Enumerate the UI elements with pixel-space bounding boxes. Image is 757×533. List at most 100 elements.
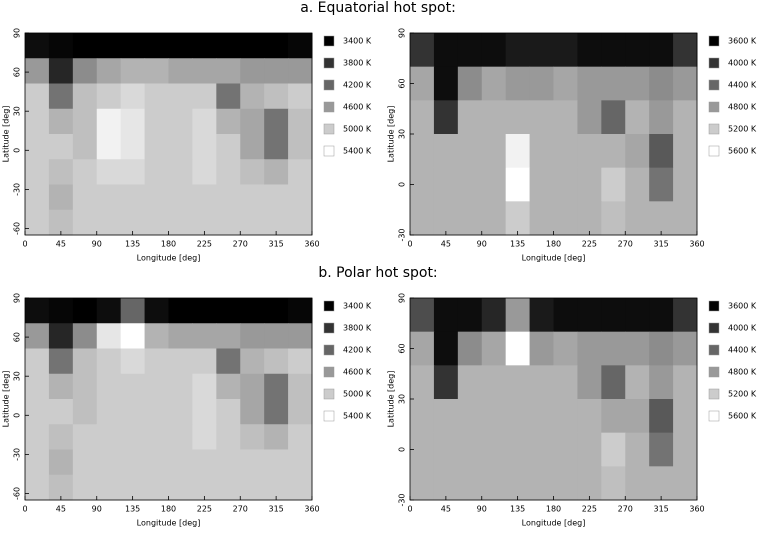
heatmap-cell xyxy=(96,33,122,59)
heatmap-cell xyxy=(410,167,435,202)
heatmap-cell xyxy=(529,432,554,467)
heatmap-cell xyxy=(553,432,578,467)
heatmap-cell xyxy=(192,159,217,185)
heatmap-cell xyxy=(481,399,507,434)
heatmap-cell xyxy=(72,58,98,84)
heatmap-cell xyxy=(264,399,289,425)
heatmap-cell xyxy=(25,449,50,476)
heatmap-cell xyxy=(529,365,554,400)
heatmap-cell xyxy=(505,33,531,68)
heatmap-cell xyxy=(192,58,217,84)
heatmap-cell xyxy=(410,331,435,366)
x-tick-label: 90 xyxy=(477,505,487,514)
y-tick-label: 90 xyxy=(13,293,22,303)
heatmap-cell xyxy=(168,108,193,135)
heatmap-cell xyxy=(433,331,459,366)
heatmap-cell xyxy=(120,298,146,324)
heatmap-cell xyxy=(673,66,698,101)
heatmap-cell xyxy=(649,331,674,366)
colorbar-label: 5000 K xyxy=(343,390,372,399)
heatmap-cell xyxy=(481,66,507,101)
heatmap-cell xyxy=(48,298,74,324)
heatmap-cell xyxy=(288,134,313,160)
heatmap-cell xyxy=(72,108,98,135)
y-tick-label: 60 xyxy=(398,78,407,88)
x-tick-label: 360 xyxy=(689,505,704,514)
heatmap-cell xyxy=(144,373,169,400)
heatmap-cell xyxy=(96,323,122,349)
heatmap-cell xyxy=(168,83,193,110)
heatmap-cell xyxy=(529,331,554,366)
heatmap-cell xyxy=(120,184,146,211)
heatmap-cell xyxy=(410,432,435,467)
heatmap-cell xyxy=(505,134,531,169)
colorbar-label: 3800 K xyxy=(343,324,372,333)
heatmap-cell xyxy=(144,159,169,185)
colorbar-label: 4800 K xyxy=(728,103,757,112)
heatmap-cell xyxy=(240,474,265,501)
heatmap-cell xyxy=(144,323,169,349)
heatmap-cell xyxy=(144,33,169,59)
heatmap-cell xyxy=(673,100,698,135)
heatmap-cell xyxy=(168,184,193,211)
heatmap-cell xyxy=(120,323,146,349)
heatmap-cell xyxy=(457,331,483,366)
heatmap-cell xyxy=(577,134,602,169)
heatmap-cell xyxy=(144,449,169,476)
heatmap-cell xyxy=(505,167,531,202)
heatmap-cell xyxy=(192,449,217,476)
heatmap-cell xyxy=(216,83,241,110)
heatmap-cell xyxy=(288,474,313,501)
heatmap-cell xyxy=(72,298,98,324)
heatmap-cell xyxy=(264,298,289,324)
heatmap-cell xyxy=(673,432,698,467)
x-tick-label: 225 xyxy=(582,240,597,249)
heatmap-cell xyxy=(192,323,217,349)
heatmap-cell xyxy=(192,373,217,400)
y-axis-label: Latitude [deg] xyxy=(387,106,396,163)
heatmap-cell xyxy=(96,298,122,324)
heatmap-cell xyxy=(529,100,554,135)
colorbar-label: 4800 K xyxy=(728,368,757,377)
heatmap-cell xyxy=(481,167,507,202)
heatmap-cell xyxy=(72,348,98,375)
heatmap-cell xyxy=(601,399,626,434)
heatmap-cell xyxy=(410,33,435,68)
colorbar-label: 3600 K xyxy=(728,37,757,46)
colorbar-label: 3400 K xyxy=(343,302,372,311)
heatmap-cell xyxy=(240,449,265,476)
heatmap-cell xyxy=(192,348,217,375)
colorbar-label: 5200 K xyxy=(728,390,757,399)
heatmap-cell xyxy=(457,33,483,68)
heatmap-cell xyxy=(192,399,217,425)
heatmap-cell xyxy=(72,323,98,349)
heatmap-cell xyxy=(673,466,698,501)
heatmap-cell xyxy=(577,331,602,366)
heatmap-cell xyxy=(481,134,507,169)
heatmap-cell xyxy=(529,66,554,101)
heatmap-cell xyxy=(433,298,459,333)
colorbar-swatch xyxy=(708,388,720,400)
colorbar-label: 4600 K xyxy=(343,103,372,112)
y-tick-label: -30 xyxy=(13,448,22,461)
heatmap-cell xyxy=(25,108,50,135)
y-tick-label: 60 xyxy=(398,343,407,353)
x-tick-label: 135 xyxy=(510,240,525,249)
x-tick-label: 180 xyxy=(546,505,561,514)
x-tick-label: 0 xyxy=(407,240,412,249)
heatmap-cell xyxy=(264,323,289,349)
heatmap-cell xyxy=(216,58,241,84)
colorbar-swatch xyxy=(708,410,720,422)
heatmap-cell xyxy=(457,399,483,434)
heatmap-cell xyxy=(288,58,313,84)
heatmap-cell xyxy=(120,373,146,400)
heatmap-cell xyxy=(457,66,483,101)
y-tick-label: 30 xyxy=(13,106,22,116)
x-tick-label: 360 xyxy=(689,240,704,249)
heatmap-cell xyxy=(601,201,626,236)
heatmap-cell xyxy=(553,466,578,501)
heatmap-cell xyxy=(433,432,459,467)
x-tick-label: 45 xyxy=(441,240,451,249)
heatmap-cell xyxy=(625,134,650,169)
heatmap-cell xyxy=(577,365,602,400)
